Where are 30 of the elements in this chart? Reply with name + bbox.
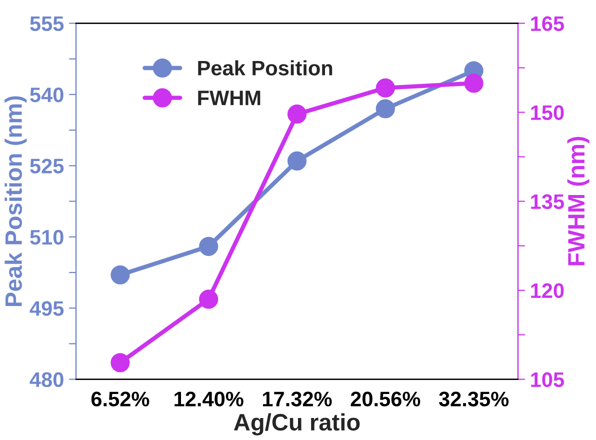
- point: [199, 236, 218, 256]
- point: [376, 99, 395, 118]
- x-tick-label: 6.52%: [91, 392, 150, 406]
- point: [110, 265, 130, 284]
- y2-tick-label: 105: [531, 372, 564, 388]
- y-tick-label: 480: [30, 372, 64, 388]
- y-tick-label: 495: [30, 301, 64, 316]
- y2-tick-label: 135: [531, 194, 564, 210]
- x-axis-title: Ag/Cu ratio: [234, 413, 360, 436]
- point: [110, 353, 130, 372]
- point: [199, 290, 218, 309]
- y-tick-label: 555: [30, 16, 64, 32]
- point: [464, 74, 484, 93]
- y2-tick-label: 120: [531, 283, 564, 298]
- x-tick-label: 12.40%: [174, 392, 244, 406]
- x-tick-label: 17.32%: [262, 392, 332, 406]
- point: [287, 104, 307, 124]
- y-tick-label: 525: [30, 158, 64, 174]
- y-tick-label: 540: [30, 88, 64, 102]
- x-tick-label: 20.56%: [350, 392, 420, 406]
- point: [287, 151, 307, 170]
- y2-axis-title: FWHM (nm): [567, 136, 590, 266]
- y-axis-title: Peak Position (nm): [4, 96, 27, 306]
- x-tick-label: 32.35%: [438, 392, 509, 406]
- y2-tick-label: 150: [531, 105, 564, 120]
- point: [376, 78, 395, 98]
- legend-label: FWHM: [198, 90, 260, 106]
- y-tick-label: 510: [30, 230, 64, 245]
- legend-label: Peak Position: [198, 60, 332, 76]
- y2-tick-label: 165: [531, 16, 564, 32]
